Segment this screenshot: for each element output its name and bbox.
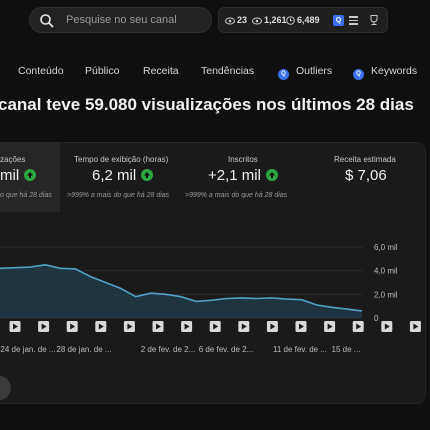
metric-comparison: o que há 28 dias [0, 192, 52, 199]
arrow-up-icon [24, 169, 37, 181]
y-tick-label: 2,0 mil [374, 290, 398, 299]
tab-outliers[interactable]: Q Outliers [278, 65, 332, 80]
arrow-up-icon [265, 169, 278, 181]
play-icon [413, 323, 419, 330]
metric-comparison: >999% a mais do que há 28 dias [185, 192, 288, 199]
metric-watch-time[interactable]: Tempo de exibição (horas) 6,2 mil >999% … [60, 142, 185, 212]
play-icon [356, 323, 362, 330]
play-icon [13, 323, 18, 330]
search-input[interactable]: Pesquise no seu canal [66, 14, 177, 26]
views-eye-icon [252, 17, 262, 25]
clock-icon [286, 16, 295, 25]
search-box[interactable]: Pesquise no seu canal [29, 7, 212, 33]
scroll-left-button[interactable] [0, 375, 12, 401]
metric-value-text: 6,2 mil [92, 167, 137, 184]
play-icon [299, 323, 304, 330]
analytics-tabs: Conteúdo Público Receita Tendências Q Out… [0, 56, 430, 84]
metric-value: 6,2 mil [92, 167, 154, 184]
tab-receita[interactable]: Receita [143, 65, 179, 77]
metric-label: Tempo de exibição (horas) [74, 155, 169, 164]
watch-stat: 6,489 [286, 15, 320, 25]
metric-views[interactable]: zações mil o que há 28 dias [0, 142, 60, 212]
tab-publico[interactable]: Público [85, 65, 120, 77]
eye-icon [225, 17, 235, 25]
top-bar: Pesquise no seu canal 23 1,261 6,489 Q [0, 0, 430, 40]
x-tick-label: 6 de fev. de 2... [199, 345, 254, 354]
extension-stats-bar: 23 1,261 6,489 Q [218, 7, 388, 33]
play-icon [127, 323, 133, 330]
x-tick-label: 15 de ... [332, 345, 361, 354]
tab-tendencias[interactable]: Tendências [201, 65, 255, 77]
views-stat: 1,261 [252, 15, 287, 25]
play-icon [241, 323, 247, 330]
menu-icon[interactable] [349, 16, 358, 27]
play-icon [213, 323, 219, 330]
play-icon [384, 323, 390, 330]
metric-revenue[interactable]: Receita estimada $ 7,06 [303, 142, 426, 212]
search-icon [40, 14, 54, 28]
views-count: 1,261 [264, 15, 287, 25]
page-title: canal teve 59.080 visualizações nos últi… [0, 95, 414, 114]
arrow-up-icon [141, 169, 154, 181]
play-icon [70, 323, 76, 330]
metric-label: Inscritos [228, 155, 258, 164]
tab-keywords-label: Keywords [371, 65, 418, 77]
metric-label: Receita estimada [334, 155, 396, 164]
metric-value-text: mil [0, 167, 20, 184]
play-icon [156, 323, 161, 330]
extension-logo-icon[interactable]: Q [333, 15, 344, 26]
play-icon [41, 323, 47, 330]
chart-area [0, 264, 362, 318]
extension-q-icon: Q [278, 69, 289, 80]
trophy-icon[interactable] [368, 14, 380, 26]
tab-keywords[interactable]: Q Keywords [353, 65, 417, 80]
x-tick-label: 11 de fev. de ... [273, 345, 327, 354]
x-tick-label: 2 de fev. de 2... [141, 345, 196, 354]
metric-value-text: +2,1 mil [208, 167, 261, 184]
y-tick-label: 0 [374, 314, 379, 323]
metric-comparison: >999% a mais do que há 28 dias [67, 192, 170, 199]
y-tick-label: 4,0 mil [374, 267, 398, 276]
metric-subscribers[interactable]: Inscritos +2,1 mil >999% a mais do que h… [185, 142, 303, 212]
extension-q-icon: Q [353, 69, 364, 80]
metric-value: +2,1 mil [208, 167, 278, 184]
play-icon [270, 323, 276, 330]
play-icon [184, 323, 190, 330]
y-tick-label: 6,0 mil [374, 243, 398, 252]
metric-value: $ 7,06 [345, 167, 387, 184]
x-tick-label: 24 de jan. de ... [0, 345, 55, 354]
play-icon [98, 323, 104, 330]
play-icon [327, 323, 333, 330]
tab-conteudo[interactable]: Conteúdo [18, 65, 64, 77]
videos-count: 23 [237, 15, 248, 25]
videos-stat: 23 [225, 15, 247, 25]
tab-outliers-label: Outliers [296, 65, 333, 77]
metric-value: mil [0, 167, 37, 184]
x-tick-label: 28 de jan. de ... [56, 345, 111, 354]
watch-count: 6,489 [297, 15, 320, 25]
metric-label: zações [0, 155, 26, 164]
